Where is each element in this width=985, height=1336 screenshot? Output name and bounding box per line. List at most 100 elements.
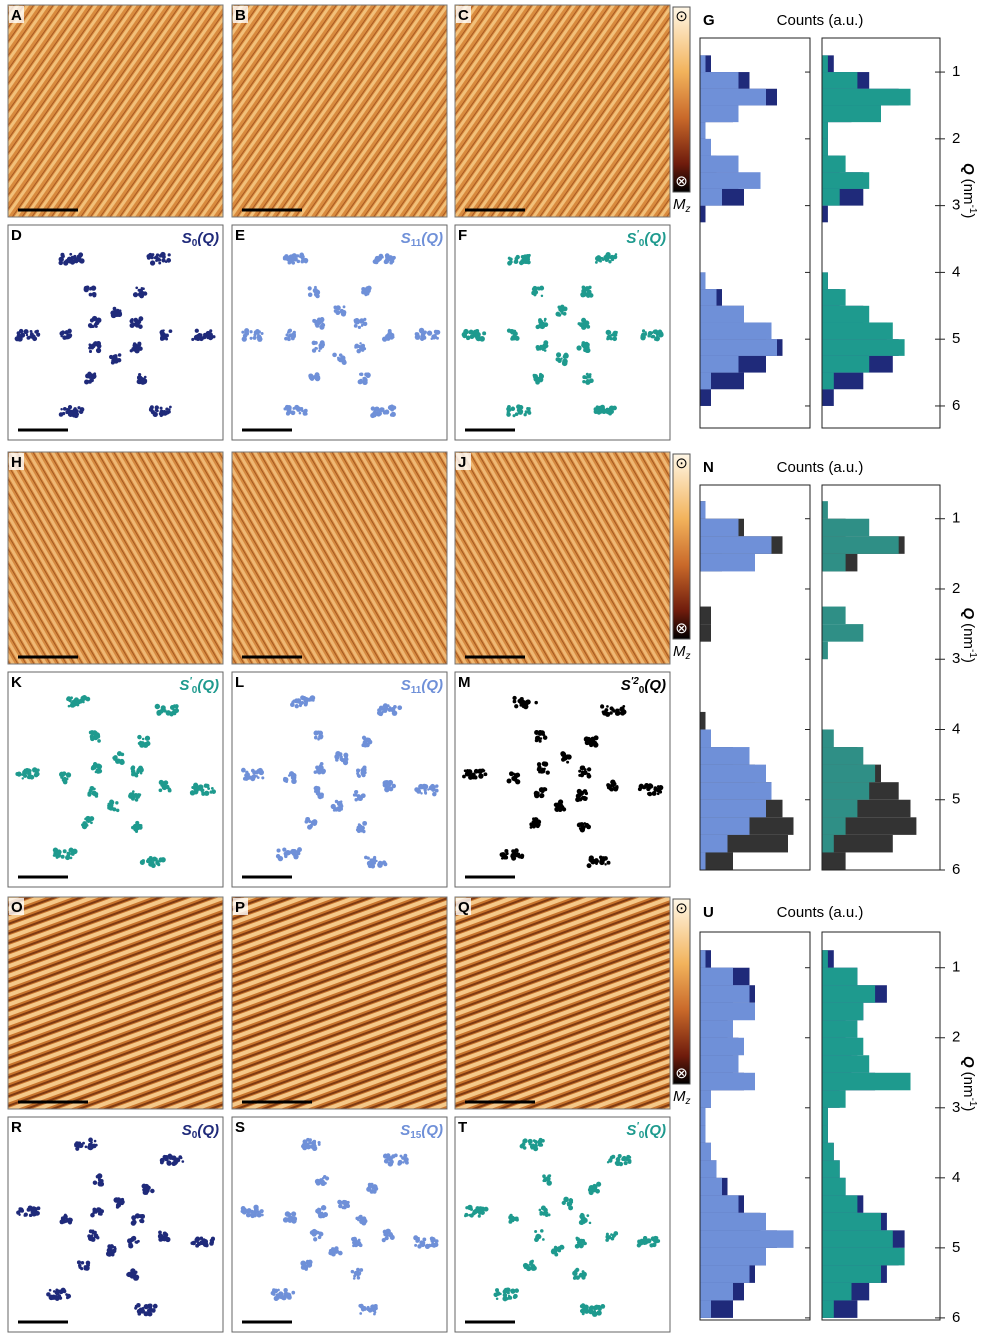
fourier-peak [478, 773, 484, 779]
superscript: ′ [189, 676, 192, 687]
fourier-peak [547, 1174, 551, 1178]
fourier-peak [504, 848, 509, 853]
fourier-peak [140, 287, 144, 290]
fourier-peak [321, 768, 326, 774]
fourier-peak [387, 1156, 391, 1160]
histogram-bar [822, 188, 840, 206]
fourier-peak [320, 1213, 326, 1219]
fourier-peak [149, 406, 154, 411]
fourier-peak [78, 1142, 84, 1149]
fourier-peak [512, 695, 517, 701]
fourier-peak [284, 777, 288, 781]
fourier-peak [341, 1206, 345, 1210]
fourier-peak [294, 404, 300, 410]
fourier-peak [257, 767, 263, 774]
y-tick-label: 3 [952, 1099, 960, 1116]
fourier-peak [514, 852, 520, 858]
fourier-peak [581, 285, 586, 290]
fourier-panel [454, 224, 671, 441]
fourier-peak [196, 333, 201, 339]
fourier-peak [532, 1267, 535, 1271]
fourier-peak [276, 848, 281, 853]
fourier-peak [113, 309, 118, 314]
fourier-peak [15, 771, 20, 776]
fourier-peak [559, 308, 564, 312]
fourier-peak [600, 704, 605, 709]
fourier-peak [330, 803, 336, 810]
fourier-peak [483, 772, 488, 777]
fourier-peak [356, 1276, 361, 1280]
fourier-peak [325, 1176, 330, 1181]
fourier-peak [87, 379, 93, 384]
fourier-peak [54, 1295, 59, 1299]
fourier-peak [241, 336, 247, 342]
fourier-peak [509, 329, 514, 334]
histogram-bar [700, 1072, 755, 1091]
fourier-peak [495, 1288, 500, 1293]
fourier-peak [586, 379, 591, 383]
fourier-peak [85, 815, 91, 822]
fourier-peak [118, 309, 122, 313]
fourier-peak [576, 345, 582, 351]
fourier-peak [26, 335, 31, 340]
fourier-peak [370, 412, 376, 419]
panel-letter: P [235, 899, 245, 916]
fourier-peak [210, 1238, 214, 1241]
fourier-peak [92, 730, 98, 737]
pane-frame [699, 37, 811, 429]
fourier-peak [531, 1259, 534, 1263]
fourier-peak [518, 405, 524, 410]
fourier-peak [175, 1157, 181, 1163]
histogram-bar [700, 155, 739, 173]
fourier-peak [562, 311, 567, 316]
fourier-peak [612, 336, 618, 342]
fourier-peak [318, 732, 322, 735]
fourier-peak [586, 863, 592, 869]
fourier-peak [557, 358, 562, 363]
fourier-peak [302, 1142, 307, 1147]
afm-image [231, 4, 448, 218]
fourier-peak [210, 786, 214, 790]
fourier-peak [427, 1243, 432, 1248]
fourier-peak [358, 345, 363, 349]
fourier-peak [261, 776, 265, 780]
fourier-peak [590, 736, 594, 740]
histogram-bar [700, 834, 728, 853]
fourier-peak [156, 409, 159, 413]
fourier-peak [581, 795, 587, 801]
fourier-peak [89, 287, 92, 291]
symbol: S [401, 230, 411, 247]
fourier-peak [193, 789, 199, 795]
fourier-peak [595, 405, 600, 409]
fourier-peak [353, 1274, 357, 1278]
fourier-peak [337, 1199, 342, 1205]
fourier-peak [546, 1180, 552, 1186]
axis-label: Q (nm-1) [960, 163, 978, 218]
fourier-peak [507, 1296, 511, 1300]
fourier-peak [338, 358, 343, 363]
fourier-peak [529, 822, 534, 827]
fourier-peak [95, 768, 101, 774]
axis-label: Q (nm-1) [960, 1056, 978, 1111]
fourier-peak [29, 329, 33, 333]
fourier-peak [532, 817, 536, 821]
fourier-peak [356, 768, 361, 773]
fourier-peak [649, 1243, 654, 1248]
fourier-peak [563, 353, 568, 358]
fourier-peak [362, 820, 368, 826]
fourier-peak [89, 1229, 93, 1233]
fourier-peak [582, 770, 588, 776]
fourier-peak [427, 788, 430, 791]
fourier-peak [539, 376, 543, 380]
fourier-peak [69, 252, 73, 256]
fourier-peak [64, 259, 70, 264]
fourier-peak [136, 1302, 141, 1308]
fourier-peak [430, 1236, 436, 1243]
fourier-peak [606, 1235, 611, 1240]
fourier-peak [361, 286, 366, 292]
histogram-bar [822, 1142, 834, 1161]
fourier-peak [362, 321, 368, 327]
fourier-peak [356, 829, 361, 833]
fourier-peak [542, 735, 548, 740]
fourier-peak [60, 854, 65, 859]
